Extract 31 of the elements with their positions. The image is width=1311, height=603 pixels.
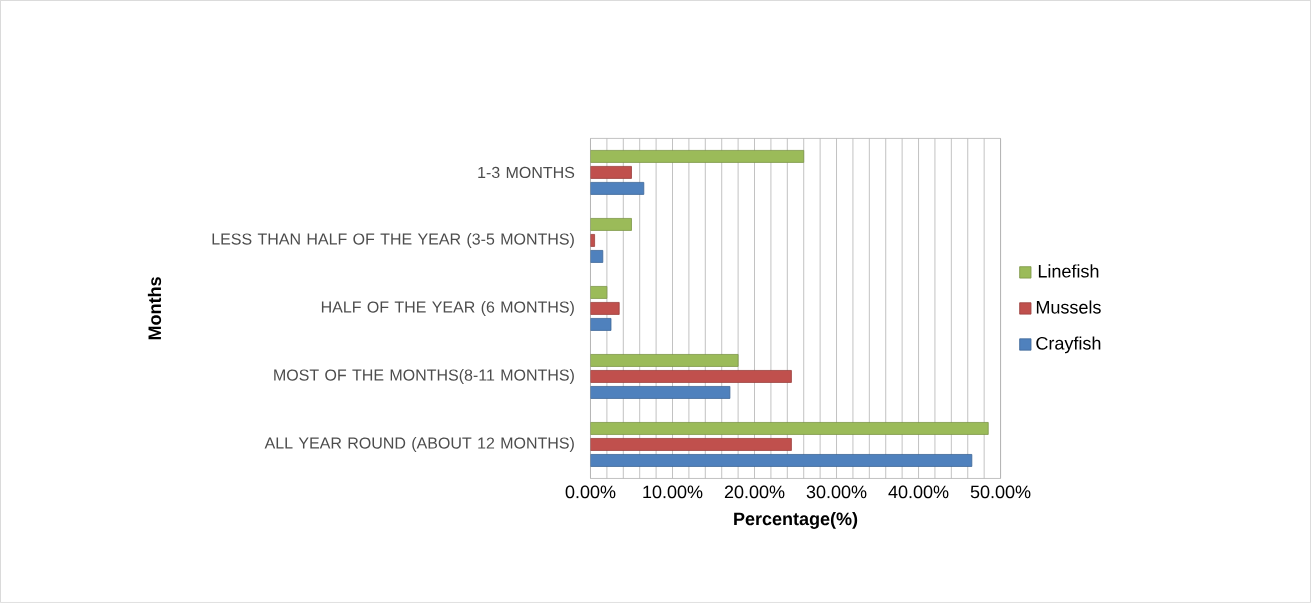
legend-label: Linefish [1038, 264, 1099, 278]
bar [590, 302, 620, 315]
x-tick-label: 0.00% [565, 485, 616, 499]
bar [590, 438, 792, 451]
bar [590, 182, 645, 195]
y-tick-label: 1-3 MONTHS [478, 166, 575, 179]
legend-label: Crayfish [1036, 336, 1101, 354]
y-tick-label: LESS THAN HALF OF THE YEAR (3-5 MONTHS) [212, 233, 574, 248]
bar [590, 150, 805, 163]
bar [590, 318, 612, 331]
bar [590, 422, 989, 435]
x-tick-label: 40.00% [888, 485, 949, 499]
x-tick-label: 30.00% [806, 485, 867, 499]
bar [590, 386, 731, 399]
y-axis-title: Months [147, 277, 162, 340]
bar [590, 250, 604, 263]
x-axis-title: Percentage(%) [734, 512, 858, 529]
x-tick-label: 10.00% [643, 485, 703, 499]
y-tick-label: ALL YEAR ROUND (ABOUT 12 MONTHS) [264, 437, 574, 452]
y-tick-label: HALF OF THE YEAR (6 MONTHS) [321, 301, 574, 316]
y-tick-label: MOST OF THE MONTHS(8-11 MONTHS) [274, 369, 574, 384]
bar [590, 166, 632, 179]
bar [590, 370, 792, 383]
bar [590, 218, 632, 231]
legend-label: Mussels [1036, 300, 1101, 314]
bar [590, 234, 595, 247]
x-tick-label: 50.00% [970, 485, 1031, 499]
x-tick-label: 20.00% [724, 485, 785, 499]
bar [590, 354, 739, 367]
bar [590, 286, 608, 299]
bar [590, 454, 973, 467]
